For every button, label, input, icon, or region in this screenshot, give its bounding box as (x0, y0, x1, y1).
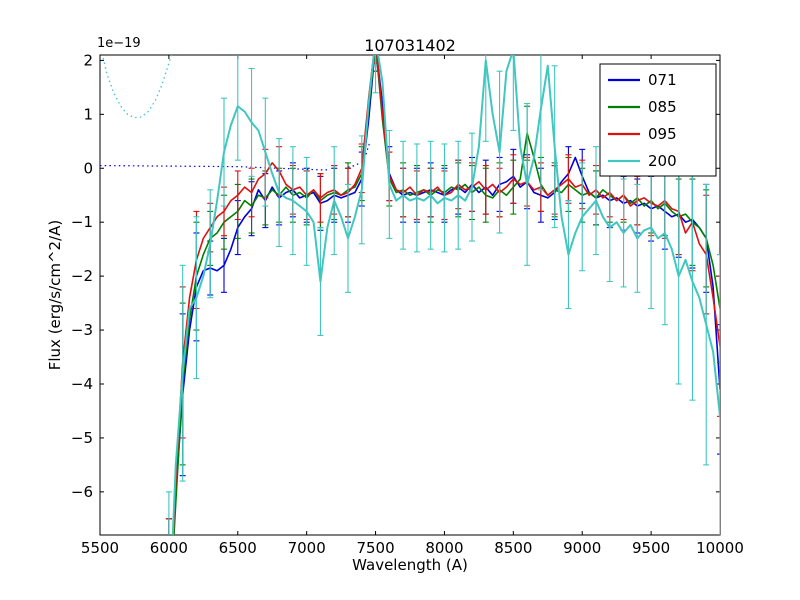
x-tick-label: 5500 (81, 539, 119, 557)
x-tick-label: 7500 (356, 539, 394, 557)
x-tick-label: 6500 (219, 539, 257, 557)
y-tick-label: −3 (71, 321, 93, 339)
legend-box (599, 63, 717, 177)
x-tick-label: 9000 (563, 539, 601, 557)
x-tick-label: 10000 (696, 539, 744, 557)
y-tick-label: 0 (83, 159, 93, 177)
y-tick-label: −5 (71, 429, 93, 447)
series-200-line (171, 55, 720, 535)
legend-label-200: 200 (648, 152, 677, 170)
x-axis-label: Wavelength (A) (352, 556, 468, 574)
y-axis-offset-label: 1e−19 (97, 36, 141, 51)
x-tick-label: 9500 (632, 539, 670, 557)
y-tick-label: −4 (71, 375, 93, 393)
legend: 071 085 095 200 (599, 63, 717, 177)
y-tick-label: −1 (71, 213, 93, 231)
y-axis-label: Flux (erg/s/cm^2/A) (46, 219, 64, 371)
legend-label-095: 095 (648, 125, 677, 143)
y-tick-label: 2 (83, 51, 93, 69)
legend-label-085: 085 (648, 98, 677, 116)
y-tick-label: 1 (83, 105, 93, 123)
x-tick-label: 7000 (288, 539, 326, 557)
dotted-template-cyan (101, 55, 172, 119)
x-tick-label: 8500 (494, 539, 532, 557)
x-tick-label: 6000 (150, 539, 188, 557)
x-tick-label: 8000 (425, 539, 463, 557)
y-tick-label: −2 (71, 267, 93, 285)
y-tick-label: −6 (71, 483, 93, 501)
plot-title: 107031402 (364, 36, 456, 55)
legend-label-071: 071 (648, 71, 677, 89)
dotted-blue-line-feature (347, 141, 371, 168)
